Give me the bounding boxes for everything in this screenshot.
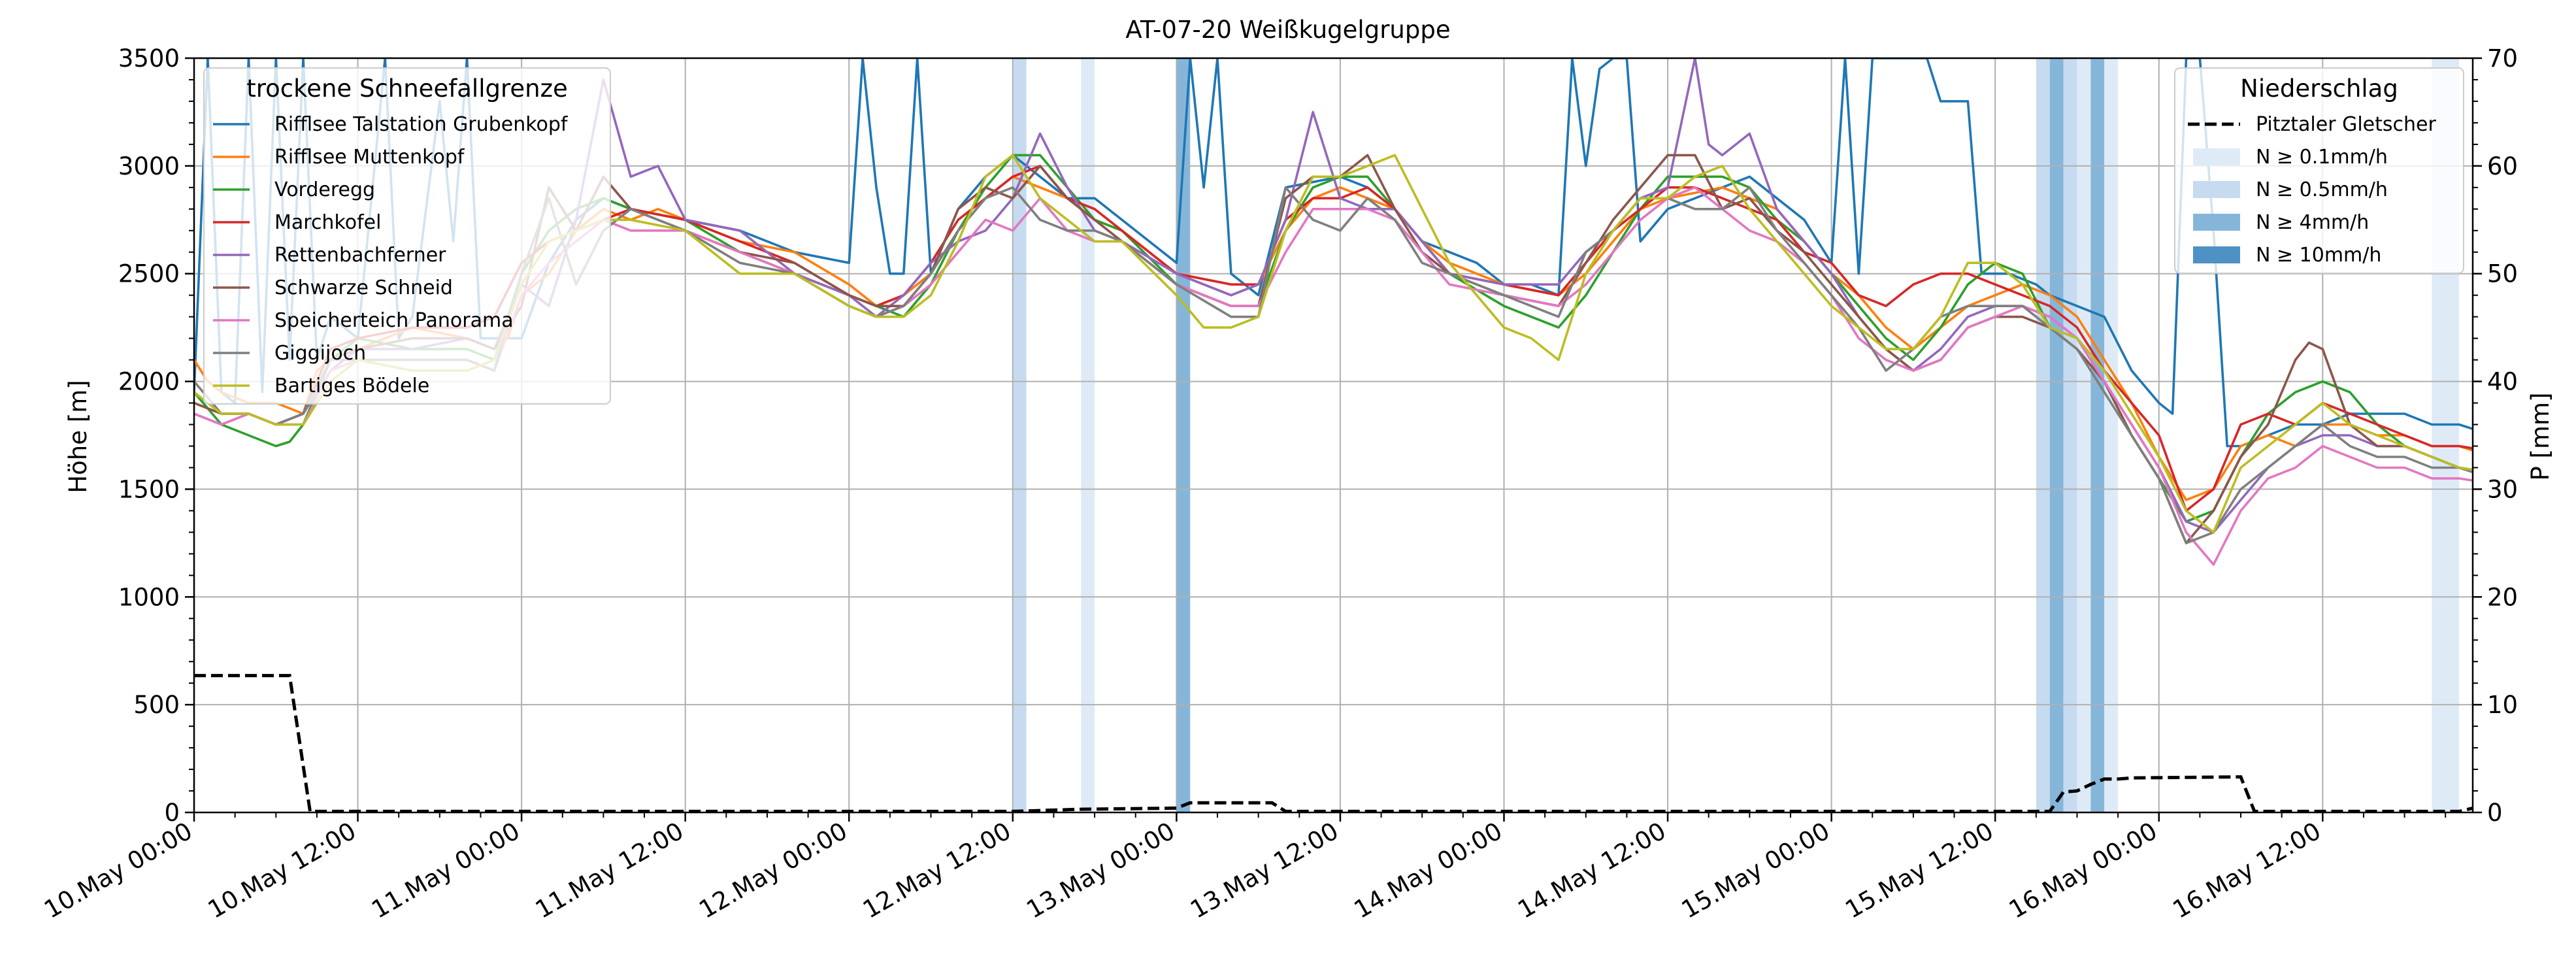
y-left-tick-label-4: 2000 [118, 368, 180, 396]
legend-precip-label-2: N ≥ 0.5mm/h [2256, 178, 2388, 201]
legend-snowfall-label-0: Rifflsee Talstation Grubenkopf [274, 113, 569, 136]
y-axis-left: 0 500 1000 1500 2000 2500 3000 3500 [118, 44, 194, 827]
legend-snowfall-label-6: Speicherteich Panorama [274, 309, 514, 332]
precip-band-7 [2090, 58, 2105, 812]
legend-snowfall: trockene Schneefallgrenze Rifflsee Talst… [203, 67, 611, 405]
legend-snowfall-label-5: Schwarze Schneid [274, 276, 453, 299]
legend-precip-swatch-3 [2193, 214, 2240, 231]
y-right-tick-label-3: 30 [2487, 475, 2518, 503]
precip-line [194, 674, 2473, 813]
precipitation-bands [1012, 58, 2460, 812]
legend-snowfall-label-1: Rifflsee Muttenkopf [274, 146, 465, 169]
y-right-tick-label-1: 10 [2487, 691, 2518, 719]
legend-precipitation-title: Niederschlag [2240, 75, 2398, 103]
y-right-tick-label-2: 20 [2487, 583, 2518, 611]
legend-precip-label-4: N ≥ 10mm/h [2256, 244, 2381, 267]
y-axis-right: 0 10 20 30 40 50 60 70 [2473, 44, 2518, 827]
precip-band-4 [2049, 58, 2064, 812]
precip-band-1 [1081, 58, 1095, 812]
legend-precipitation: Niederschlag Pitztaler Gletscher N ≥ 0.1m… [2174, 67, 2464, 274]
precip-band-3 [2036, 58, 2050, 812]
y-left-tick-label-5: 2500 [118, 260, 180, 288]
legend-snowfall-label-2: Vorderegg [274, 178, 375, 201]
legend-snowfall-label-8: Bartiges Bödele [274, 375, 429, 397]
y-left-tick-label-2: 1000 [118, 583, 180, 611]
legend-snowfall-label-7: Giggijoch [274, 342, 366, 365]
legend-precip-swatch-4 [2193, 246, 2240, 263]
precipitation-series [194, 674, 2473, 813]
y-axis-right-label: P [mm] [2526, 392, 2554, 480]
y-left-tick-label-1: 500 [133, 691, 180, 719]
precip-band-0 [1012, 58, 1027, 812]
precip-band-6 [2077, 58, 2091, 812]
legend-snowfall-title: trockene Schneefallgrenze [246, 75, 568, 103]
y-right-tick-label-4: 40 [2487, 368, 2518, 396]
y-right-tick-label-7: 70 [2487, 44, 2518, 73]
legend-snowfall-label-4: Rettenbachferner [274, 244, 446, 267]
y-right-tick-label-6: 60 [2487, 152, 2518, 180]
precip-band-2 [1176, 58, 1191, 812]
y-left-tick-label-7: 3500 [118, 44, 180, 73]
plot-frame [193, 57, 2474, 814]
y-left-tick-label-6: 3000 [118, 152, 180, 180]
legend-snowfall-label-3: Marchkofel [274, 211, 381, 234]
legend-precip-swatch-2 [2193, 181, 2240, 198]
plot-area [193, 57, 2474, 814]
legend-precip-label-3: N ≥ 4mm/h [2256, 211, 2369, 234]
y-left-tick-label-0: 0 [164, 799, 180, 827]
precip-band-8 [2104, 58, 2119, 812]
legend-precip-label-0: Pitztaler Gletscher [2256, 113, 2436, 136]
legend-precip-label-1: N ≥ 0.1mm/h [2256, 146, 2388, 169]
y-right-tick-label-5: 50 [2487, 260, 2518, 288]
y-right-tick-label-0: 0 [2487, 799, 2503, 827]
precip-band-5 [2063, 58, 2077, 812]
y-left-tick-label-3: 1500 [118, 475, 180, 503]
legend-precip-swatch-1 [2193, 148, 2240, 165]
y-axis-left-label: Höhe [m] [64, 380, 92, 493]
chart-title: AT-07-20 Weißkugelgruppe [1125, 16, 1450, 44]
